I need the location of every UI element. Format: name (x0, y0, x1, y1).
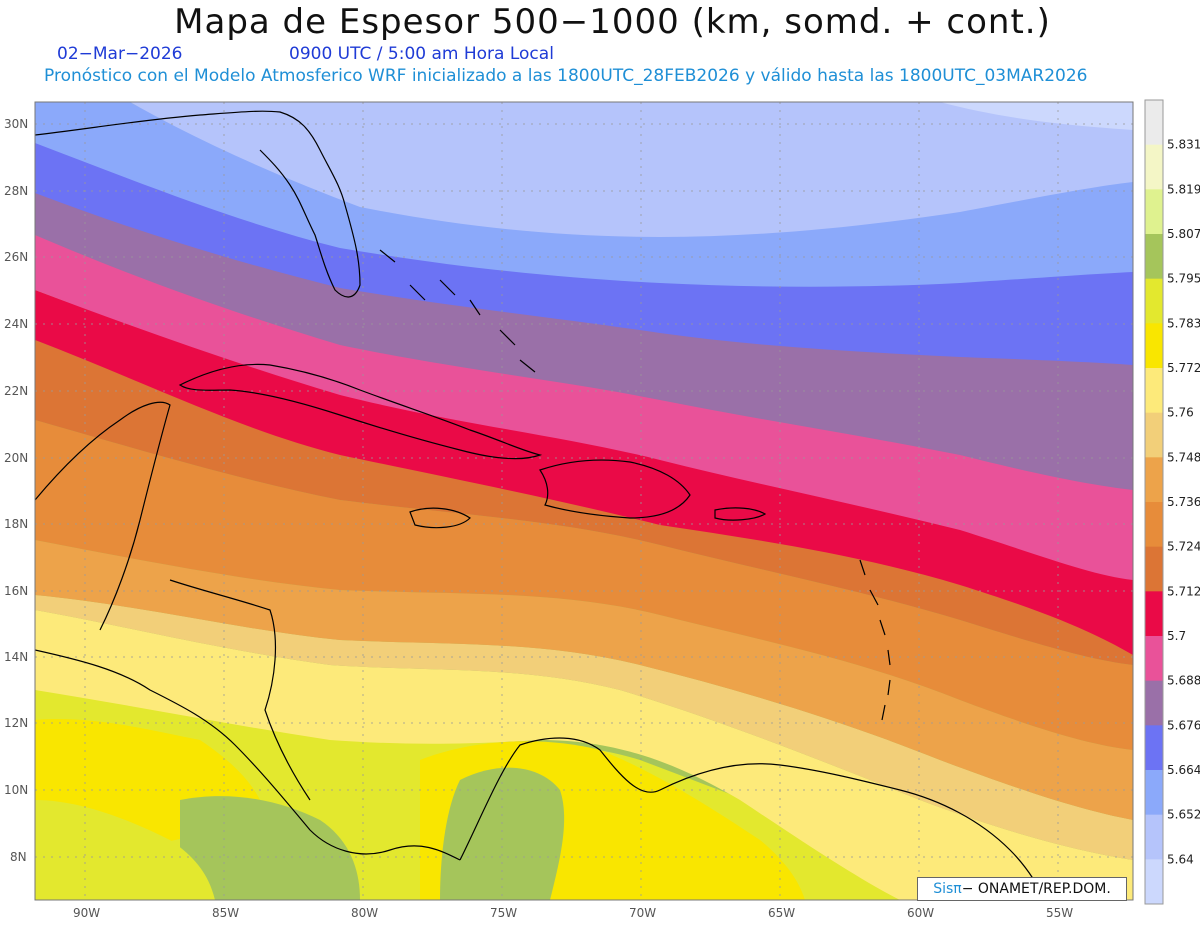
jamaica-coast (409, 507, 471, 529)
credit-text: − ONAMET/REP.DOM. (961, 881, 1111, 897)
band-light-yellow (35, 610, 1133, 900)
colorbar-swatch (1145, 457, 1163, 503)
colorbar-swatch (1145, 323, 1163, 369)
latitude-labels: 30N 28N 26N 24N 22N 20N 18N 16N 14N 12N … (4, 117, 28, 864)
band-green-patch-2 (440, 767, 565, 900)
band-periwinkle (35, 102, 1133, 287)
colorbar-label: 5.76 (1167, 406, 1194, 420)
south-america-coast (459, 737, 1046, 900)
colorbar-label: 5.688 (1167, 674, 1200, 688)
forecast-time: 0900 UTC / 5:00 am Hora Local (289, 44, 554, 64)
band-orange (35, 420, 1133, 750)
colorbar-swatch (1145, 100, 1163, 146)
lon-label: 55W (1046, 906, 1073, 920)
colorbar-label: 5.736 (1167, 495, 1200, 509)
credit-pi: π (953, 881, 962, 897)
credit-box: Sisπ− ONAMET/REP.DOM. (917, 877, 1127, 901)
central-america-coast-2 (169, 579, 311, 801)
lat-label: 16N (4, 584, 28, 598)
bahamas (379, 249, 536, 373)
colorbar-swatch (1145, 234, 1163, 280)
lat-label: 14N (4, 650, 28, 664)
lat-label: 26N (4, 250, 28, 264)
colorbar-swatch (1145, 412, 1163, 458)
colorbar-label: 5.795 (1167, 272, 1200, 286)
lon-label: 80W (351, 906, 378, 920)
colorbar-swatch (1145, 636, 1163, 682)
lat-label: 12N (4, 716, 28, 730)
lat-label: 8N (10, 850, 27, 864)
colorbar-label: 5.64 (1167, 852, 1194, 866)
band-pink (35, 235, 1133, 580)
colorbar-swatch (1145, 680, 1163, 726)
yucatan-coast (35, 401, 171, 631)
colorbar-label: 5.783 (1167, 316, 1200, 330)
colorbar-swatch (1145, 859, 1163, 905)
colorbar-label: 5.831 (1167, 138, 1200, 152)
colorbar-swatch (1145, 814, 1163, 860)
colorbar-border (1144, 99, 1164, 905)
colorbar-swatch (1145, 144, 1163, 190)
colorbar-label: 5.807 (1167, 227, 1200, 241)
central-america-coast (35, 649, 461, 861)
colorbar-label: 5.7 (1167, 629, 1186, 643)
band-blue (35, 140, 1133, 365)
band-purple (35, 190, 1133, 490)
colorbar-swatch (1145, 502, 1163, 548)
hispaniola-coast (539, 459, 691, 519)
forecast-date: 02−Mar−2026 (57, 44, 183, 64)
puerto-rico-coast (714, 507, 767, 521)
colorbar-swatch (1145, 770, 1163, 816)
lat-label: 22N (4, 384, 28, 398)
lat-label: 18N (4, 517, 28, 531)
colorbar-label: 5.819 (1167, 182, 1200, 196)
lon-label: 85W (212, 906, 239, 920)
colorbar-label: 5.772 (1167, 361, 1200, 375)
band-yellowgreen-patch (35, 800, 215, 900)
longitude-labels: 90W 85W 80W 75W 70W 65W 60W 55W (73, 906, 1073, 920)
colorbar-label: 5.712 (1167, 584, 1200, 598)
cuba-coast (178, 363, 543, 460)
model-info: Pronóstico con el Modelo Atmosferico WRF… (44, 66, 1088, 86)
colorbar: 5.831 5.819 5.807 5.795 5.783 5.772 5.76 5.748 5… (1144, 99, 1200, 905)
credit-brand: Sis (933, 881, 954, 897)
colorbar-swatch (1145, 591, 1163, 637)
lat-label: 30N (4, 117, 28, 131)
graticule (35, 102, 1133, 900)
lat-label: 24N (4, 317, 28, 331)
map-frame (34, 101, 1134, 901)
colorbar-swatch (1145, 368, 1163, 414)
colorbar-label: 5.748 (1167, 450, 1200, 464)
band-light-orange (35, 540, 1133, 820)
lat-label: 10N (4, 783, 28, 797)
lat-label: 28N (4, 184, 28, 198)
colorbar-swatch (1145, 278, 1163, 324)
coastlines (35, 110, 1046, 900)
band-green-patch (180, 796, 360, 900)
colorbar-label: 5.652 (1167, 808, 1200, 822)
florida-coast (35, 110, 361, 298)
thickness-bands (35, 102, 1133, 900)
lon-label: 75W (490, 906, 517, 920)
band-palest-blue (940, 102, 1133, 130)
colorbar-label: 5.664 (1167, 763, 1200, 777)
colorbar-label: 5.724 (1167, 540, 1200, 554)
colorbar-swatch (1145, 725, 1163, 771)
lon-label: 65W (768, 906, 795, 920)
colorbar-label: 5.676 (1167, 718, 1200, 732)
lesser-antilles (859, 559, 891, 721)
colorbar-swatch (1145, 546, 1163, 592)
lon-label: 90W (73, 906, 100, 920)
band-tan (35, 595, 1133, 860)
lon-label: 60W (907, 906, 934, 920)
band-pale-blue (130, 102, 1133, 237)
colorbar-swatch (1145, 189, 1163, 235)
lon-label: 70W (629, 906, 656, 920)
lat-label: 20N (4, 451, 28, 465)
map-title: Mapa de Espesor 500−1000 (km, somd. + co… (174, 2, 1051, 42)
